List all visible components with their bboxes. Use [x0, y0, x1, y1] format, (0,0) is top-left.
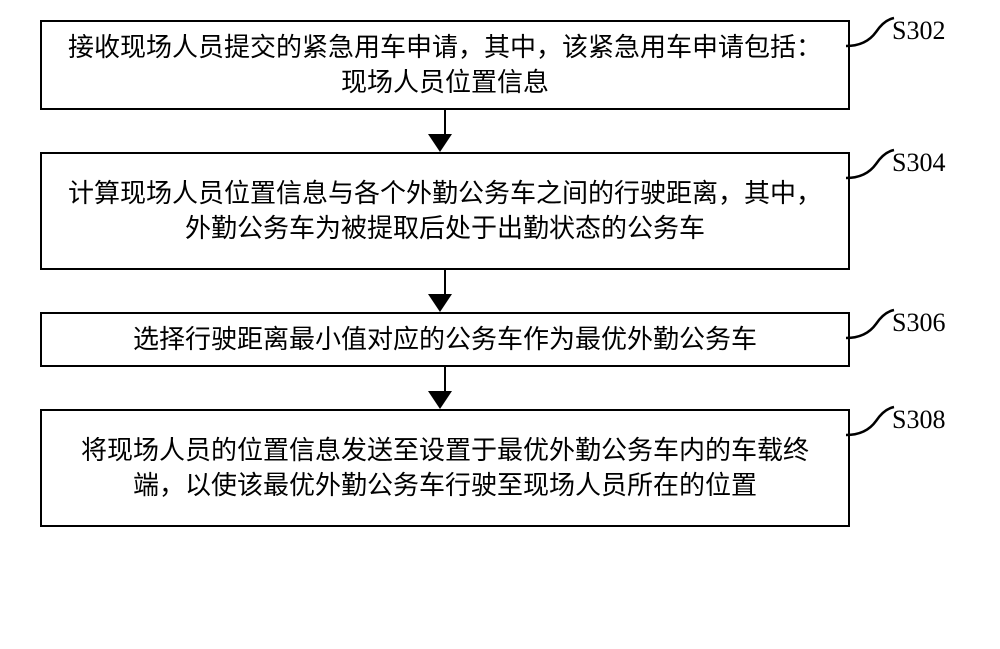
- flow-arrow-icon: [438, 110, 451, 152]
- flow-step: 将现场人员的位置信息发送至设置于最优外勤公务车内的车载终端，以使该最优外勤公务车…: [40, 409, 960, 527]
- flowchart-container: 接收现场人员提交的紧急用车申请，其中，该紧急用车申请包括：现场人员位置信息 S3…: [40, 20, 960, 527]
- callout-curve-icon: [846, 403, 896, 443]
- step-text: 将现场人员的位置信息发送至设置于最优外勤公务车内的车载终端，以使该最优外勤公务车…: [56, 433, 834, 503]
- step-label: S304: [892, 148, 945, 178]
- step-label: S302: [892, 16, 945, 46]
- arrow-wrap: [40, 110, 850, 152]
- step-text: 接收现场人员提交的紧急用车申请，其中，该紧急用车申请包括：现场人员位置信息: [56, 30, 834, 100]
- step-label: S306: [892, 308, 945, 338]
- arrow-wrap: [40, 367, 850, 409]
- flow-arrow-icon: [438, 367, 451, 409]
- flow-arrow-icon: [438, 270, 451, 312]
- callout-curve-icon: [846, 146, 896, 186]
- flow-step: 选择行驶距离最小值对应的公务车作为最优外勤公务车 S306: [40, 312, 960, 367]
- callout-curve-icon: [846, 306, 896, 346]
- step-text: 选择行驶距离最小值对应的公务车作为最优外勤公务车: [133, 322, 757, 357]
- step-text: 计算现场人员位置信息与各个外勤公务车之间的行驶距离，其中，外勤公务车为被提取后处…: [56, 176, 834, 246]
- step-box-s304: 计算现场人员位置信息与各个外勤公务车之间的行驶距离，其中，外勤公务车为被提取后处…: [40, 152, 850, 270]
- step-box-s302: 接收现场人员提交的紧急用车申请，其中，该紧急用车申请包括：现场人员位置信息: [40, 20, 850, 110]
- step-box-s306: 选择行驶距离最小值对应的公务车作为最优外勤公务车: [40, 312, 850, 367]
- flow-step: 接收现场人员提交的紧急用车申请，其中，该紧急用车申请包括：现场人员位置信息 S3…: [40, 20, 960, 110]
- step-label: S308: [892, 405, 945, 435]
- flow-step: 计算现场人员位置信息与各个外勤公务车之间的行驶距离，其中，外勤公务车为被提取后处…: [40, 152, 960, 270]
- step-box-s308: 将现场人员的位置信息发送至设置于最优外勤公务车内的车载终端，以使该最优外勤公务车…: [40, 409, 850, 527]
- callout-curve-icon: [846, 14, 896, 54]
- arrow-wrap: [40, 270, 850, 312]
